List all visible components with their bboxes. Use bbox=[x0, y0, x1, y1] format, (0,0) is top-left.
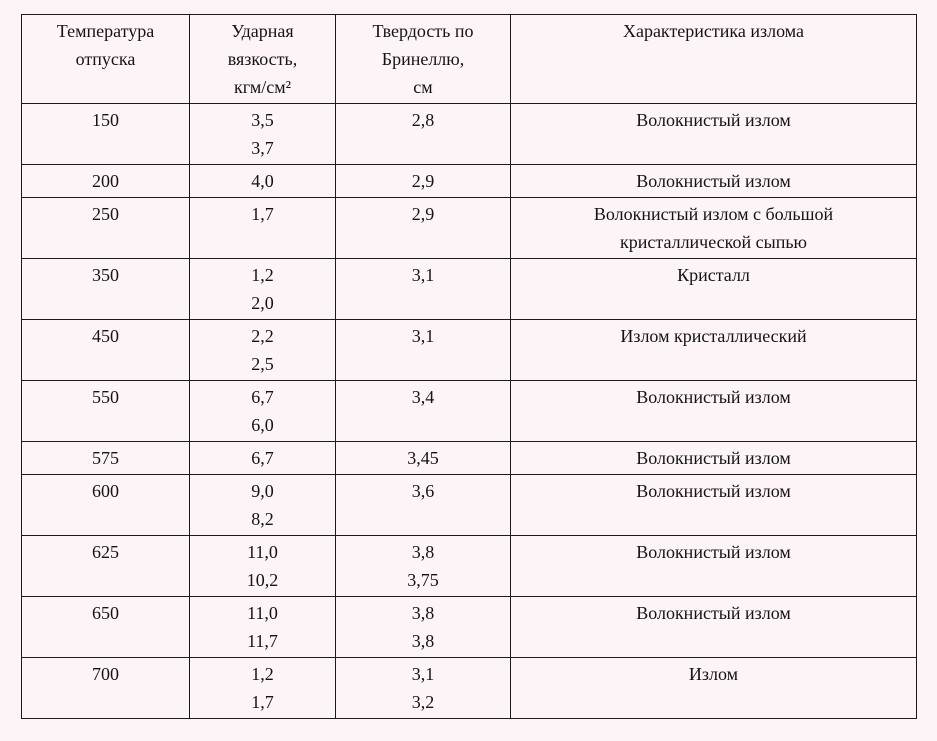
cell-hardness: 2,9 bbox=[335, 164, 511, 198]
cell-toughness: 3,5 3,7 bbox=[189, 103, 336, 165]
cell-toughness: 11,0 10,2 bbox=[189, 535, 336, 597]
cell-fracture: Волокнистый излом bbox=[510, 380, 917, 442]
header-temperature: Температура отпуска bbox=[21, 14, 190, 104]
cell-fracture: Волокнистый излом bbox=[510, 596, 917, 658]
cell-toughness: 6,7 bbox=[189, 441, 336, 475]
cell-toughness: 1,2 2,0 bbox=[189, 258, 336, 320]
cell-temperature: 450 bbox=[21, 319, 190, 381]
cell-temperature: 700 bbox=[21, 657, 190, 719]
cell-temperature: 600 bbox=[21, 474, 190, 536]
cell-hardness: 3,8 3,75 bbox=[335, 535, 511, 597]
table-row: 250 1,7 2,9 Волокнистый излом с большой … bbox=[21, 197, 917, 259]
cell-fracture: Волокнистый излом bbox=[510, 103, 917, 165]
cell-fracture: Излом кристаллический bbox=[510, 319, 917, 381]
header-fracture: Характеристика излома bbox=[510, 14, 917, 104]
cell-temperature: 350 bbox=[21, 258, 190, 320]
cell-temperature: 250 bbox=[21, 197, 190, 259]
cell-toughness: 11,0 11,7 bbox=[189, 596, 336, 658]
table-row: 700 1,2 1,7 3,1 3,2 Излом bbox=[21, 657, 917, 719]
cell-fracture: Кристалл bbox=[510, 258, 917, 320]
table-row: 350 1,2 2,0 3,1 Кристалл bbox=[21, 258, 917, 320]
cell-temperature: 150 bbox=[21, 103, 190, 165]
table-row: 625 11,0 10,2 3,8 3,75 Волокнистый излом bbox=[21, 535, 917, 597]
table-row: 600 9,0 8,2 3,6 Волокнистый излом bbox=[21, 474, 917, 536]
table-row: 450 2,2 2,5 3,1 Излом кристаллический bbox=[21, 319, 917, 381]
cell-temperature: 575 bbox=[21, 441, 190, 475]
header-row: Температура отпуска Ударная вязкость, кг… bbox=[21, 14, 917, 104]
cell-hardness: 3,4 bbox=[335, 380, 511, 442]
cell-fracture: Излом bbox=[510, 657, 917, 719]
cell-toughness: 9,0 8,2 bbox=[189, 474, 336, 536]
header-toughness: Ударная вязкость, кгм/см² bbox=[189, 14, 336, 104]
cell-hardness: 3,1 bbox=[335, 319, 511, 381]
cell-fracture: Волокнистый излом bbox=[510, 164, 917, 198]
cell-hardness: 3,6 bbox=[335, 474, 511, 536]
cell-fracture: Волокнистый излом bbox=[510, 441, 917, 475]
cell-hardness: 3,8 3,8 bbox=[335, 596, 511, 658]
table-row: 150 3,5 3,7 2,8 Волокнистый излом bbox=[21, 103, 917, 165]
cell-temperature: 625 bbox=[21, 535, 190, 597]
table-row: 550 6,7 6,0 3,4 Волокнистый излом bbox=[21, 380, 917, 442]
cell-hardness: 3,1 bbox=[335, 258, 511, 320]
table-row: 575 6,7 3,45 Волокнистый излом bbox=[21, 441, 917, 475]
table-row: 650 11,0 11,7 3,8 3,8 Волокнистый излом bbox=[21, 596, 917, 658]
cell-toughness: 4,0 bbox=[189, 164, 336, 198]
cell-fracture: Волокнистый излом с большой кристалличес… bbox=[510, 197, 917, 259]
cell-temperature: 550 bbox=[21, 380, 190, 442]
cell-hardness: 2,9 bbox=[335, 197, 511, 259]
tempering-properties-table: Температура отпуска Ударная вязкость, кг… bbox=[21, 14, 917, 719]
table-row: 200 4,0 2,9 Волокнистый излом bbox=[21, 164, 917, 198]
cell-hardness: 2,8 bbox=[335, 103, 511, 165]
header-hardness: Твердость по Бринеллю, см bbox=[335, 14, 511, 104]
cell-toughness: 1,7 bbox=[189, 197, 336, 259]
cell-fracture: Волокнистый излом bbox=[510, 535, 917, 597]
cell-temperature: 650 bbox=[21, 596, 190, 658]
cell-fracture: Волокнистый излом bbox=[510, 474, 917, 536]
cell-temperature: 200 bbox=[21, 164, 190, 198]
cell-hardness: 3,1 3,2 bbox=[335, 657, 511, 719]
cell-toughness: 2,2 2,5 bbox=[189, 319, 336, 381]
cell-toughness: 1,2 1,7 bbox=[189, 657, 336, 719]
cell-toughness: 6,7 6,0 bbox=[189, 380, 336, 442]
cell-hardness: 3,45 bbox=[335, 441, 511, 475]
